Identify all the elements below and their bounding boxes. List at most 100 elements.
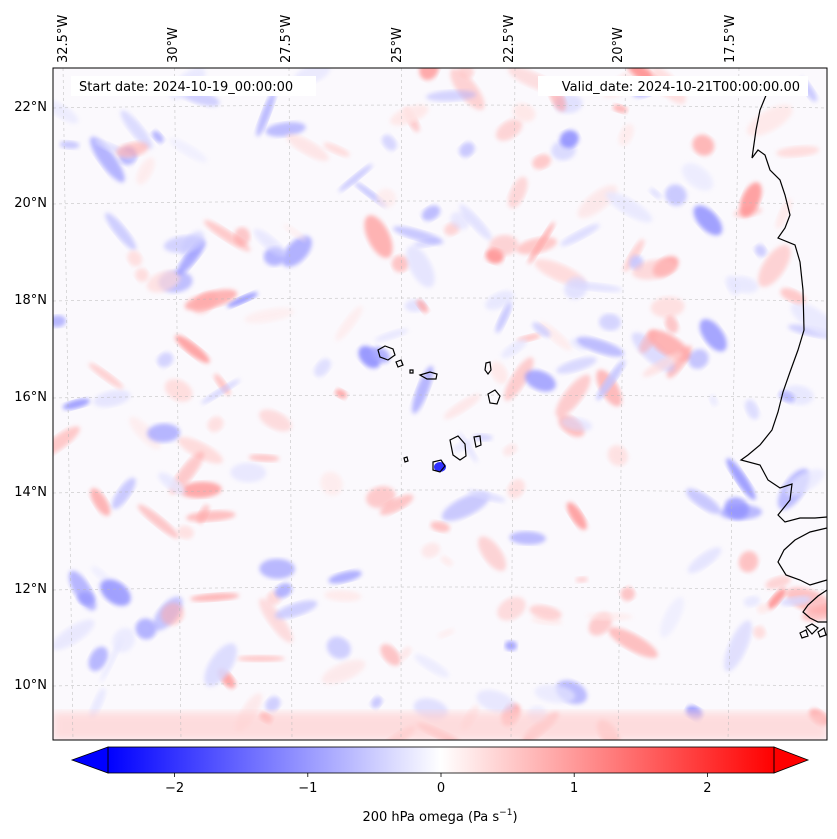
start-date-label: Start date: 2024-10-19_00:00:00 <box>79 80 293 95</box>
lon-label: 32.5°W <box>56 15 71 63</box>
longitude-labels: 32.5°W 30°W 27.5°W 25°W 22.5°W 20°W 17.5… <box>56 15 738 63</box>
omega-ascent-patch <box>568 282 623 292</box>
omega-descent-patch <box>443 393 481 420</box>
omega-descent-patch <box>478 536 507 572</box>
omega-ascent-patch <box>688 349 709 369</box>
colorbar-extend-max <box>773 746 810 774</box>
omega-ascent-patch <box>120 110 153 150</box>
omega-ascent-patch <box>201 379 241 405</box>
omega-ascent-patch <box>709 394 718 407</box>
africa-coastline <box>739 87 827 523</box>
omega-descent-patch <box>507 479 525 499</box>
omega-descent-patch <box>177 525 194 540</box>
colorbar-extend-min <box>70 746 109 774</box>
lat-label: 22°N <box>14 100 47 115</box>
omega-field <box>53 68 827 740</box>
omega-ascent-patch <box>371 696 383 709</box>
omega-descent-patch <box>527 221 555 265</box>
omega-descent-patch <box>259 409 292 432</box>
omega-descent-patch <box>746 104 793 137</box>
omega-ascent-patch <box>559 130 579 148</box>
latitude-labels: 22°N 20°N 18°N 16°N 14°N 12°N 10°N <box>14 100 47 693</box>
omega-descent-patch <box>437 628 455 639</box>
omega-descent-patch <box>116 141 149 158</box>
omega-ascent-patch <box>534 684 576 704</box>
omega-descent-patch <box>503 443 518 457</box>
omega-ascent-patch <box>105 212 137 251</box>
coastlines <box>377 87 827 639</box>
parallel-line <box>53 104 827 109</box>
meridian-line <box>288 68 293 740</box>
omega-ascent-patch <box>393 226 444 244</box>
omega-descent-patch <box>607 445 628 466</box>
map-background <box>53 68 827 740</box>
map-header: Start date: 2024-10-19_00:00:00 Valid_da… <box>71 76 808 96</box>
omega-descent-patch <box>364 215 393 258</box>
omega-descent-patch <box>566 502 587 530</box>
omega-ascent-patch <box>501 339 528 359</box>
omega-ascent-patch <box>265 696 281 712</box>
island-fogo <box>432 459 446 473</box>
omega-descent-patch <box>190 592 240 602</box>
omega-descent-patch <box>539 321 572 351</box>
lat-label: 16°N <box>14 390 47 405</box>
colorbar-label-main: 200 hPa omega (Pa s <box>362 810 499 825</box>
omega-ascent-patch <box>441 492 490 521</box>
meridian-line <box>510 68 516 740</box>
colorbar-tick-label: 2 <box>703 781 711 796</box>
colorbar-tick-label: −2 <box>165 781 184 796</box>
omega-ascent-patch <box>665 184 687 206</box>
omega-descent-patch <box>391 255 409 273</box>
omega-descent-patch <box>490 361 508 385</box>
omega-ascent-patch <box>476 689 515 714</box>
omega-ascent-patch <box>412 365 434 414</box>
omega-ascent-patch <box>426 90 477 102</box>
valid-date-box <box>538 76 808 96</box>
omega-descent-patch <box>650 296 685 318</box>
omega-descent-patch <box>801 603 827 622</box>
meridian-line <box>617 68 626 740</box>
omega-ascent-patch <box>169 138 208 163</box>
omega-ascent-patch <box>699 319 727 352</box>
lat-label: 12°N <box>14 582 47 597</box>
omega-descent-patch <box>283 224 307 242</box>
omega-descent-patch <box>504 357 534 401</box>
omega-ascent-patch <box>414 654 449 678</box>
omega-ascent-patch <box>472 433 493 442</box>
meridian-line <box>62 68 74 740</box>
omega-ascent-patch <box>532 322 551 338</box>
omega-descent-patch <box>135 268 149 282</box>
island-santa-luzia <box>409 369 414 374</box>
omega-ascent-patch <box>204 643 237 687</box>
omega-ascent-patch <box>524 370 556 392</box>
omega-descent-patch <box>335 305 363 341</box>
omega-descent-patch <box>160 602 184 626</box>
start-date-box <box>71 76 316 96</box>
omega-descent-patch <box>136 157 155 185</box>
omega-ascent-patch <box>459 204 492 241</box>
omega-ascent-patch <box>576 336 624 357</box>
omega-descent-patch <box>608 627 658 658</box>
omega-descent-patch <box>379 494 414 516</box>
omega-ascent-patch <box>274 600 318 619</box>
lon-label: 30°W <box>166 27 181 63</box>
omega-descent-patch <box>780 288 806 304</box>
omega-ascent-patch <box>176 241 205 276</box>
omega-ascent-patch <box>687 547 722 574</box>
omega-ascent-patch <box>111 477 136 510</box>
omega-descent-patch <box>767 588 787 610</box>
omega-ascent-patch <box>726 458 756 500</box>
omega-ascent-patch <box>724 620 752 672</box>
omega-ascent-patch <box>560 223 600 247</box>
valid-date-label: Valid_date: 2024-10-21T00:00:00.00 <box>562 80 800 95</box>
omega-ascent-patch <box>112 627 135 653</box>
omega-ascent-patch <box>509 531 546 545</box>
omega-descent-patch <box>632 259 677 280</box>
lat-label: 14°N <box>14 485 47 500</box>
omega-ascent-patch <box>504 640 517 651</box>
island-sao-vicente <box>395 359 404 368</box>
omega-ascent-core <box>434 462 446 472</box>
colorbar-tick-label: 1 <box>570 781 578 796</box>
omega-ascent-patch <box>91 566 110 582</box>
omega-descent-patch <box>184 289 238 311</box>
